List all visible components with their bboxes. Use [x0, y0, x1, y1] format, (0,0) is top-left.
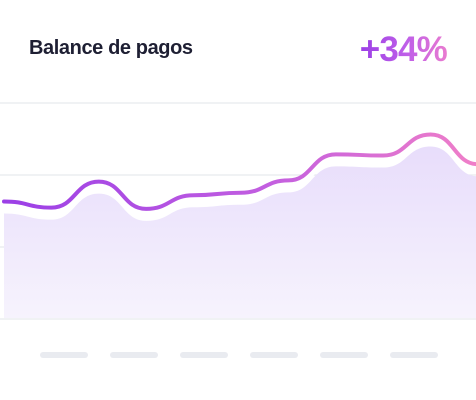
x-tick-placeholder: [320, 352, 368, 358]
data-point: [429, 132, 433, 136]
data-point: [381, 154, 385, 158]
x-axis-ticks: [0, 352, 476, 360]
balance-chart: [0, 90, 476, 340]
card-title: Balance de pagos: [29, 37, 193, 59]
x-tick-placeholder: [250, 352, 298, 358]
data-point: [286, 178, 290, 182]
data-point: [334, 152, 338, 156]
data-point: [192, 193, 196, 197]
chart-svg: [0, 102, 476, 320]
data-point: [2, 199, 6, 203]
data-point: [49, 206, 53, 210]
x-tick-placeholder: [40, 352, 88, 358]
series-line: [2, 132, 476, 211]
x-tick-placeholder: [180, 352, 228, 358]
series-area: [4, 146, 476, 318]
change-percentage: +34%: [359, 30, 448, 69]
x-tick-placeholder: [110, 352, 158, 358]
data-point: [239, 191, 243, 195]
data-point: [97, 180, 101, 184]
x-tick-placeholder: [390, 352, 438, 358]
data-point: [144, 207, 148, 211]
series-line-halo: [0, 134, 476, 217]
